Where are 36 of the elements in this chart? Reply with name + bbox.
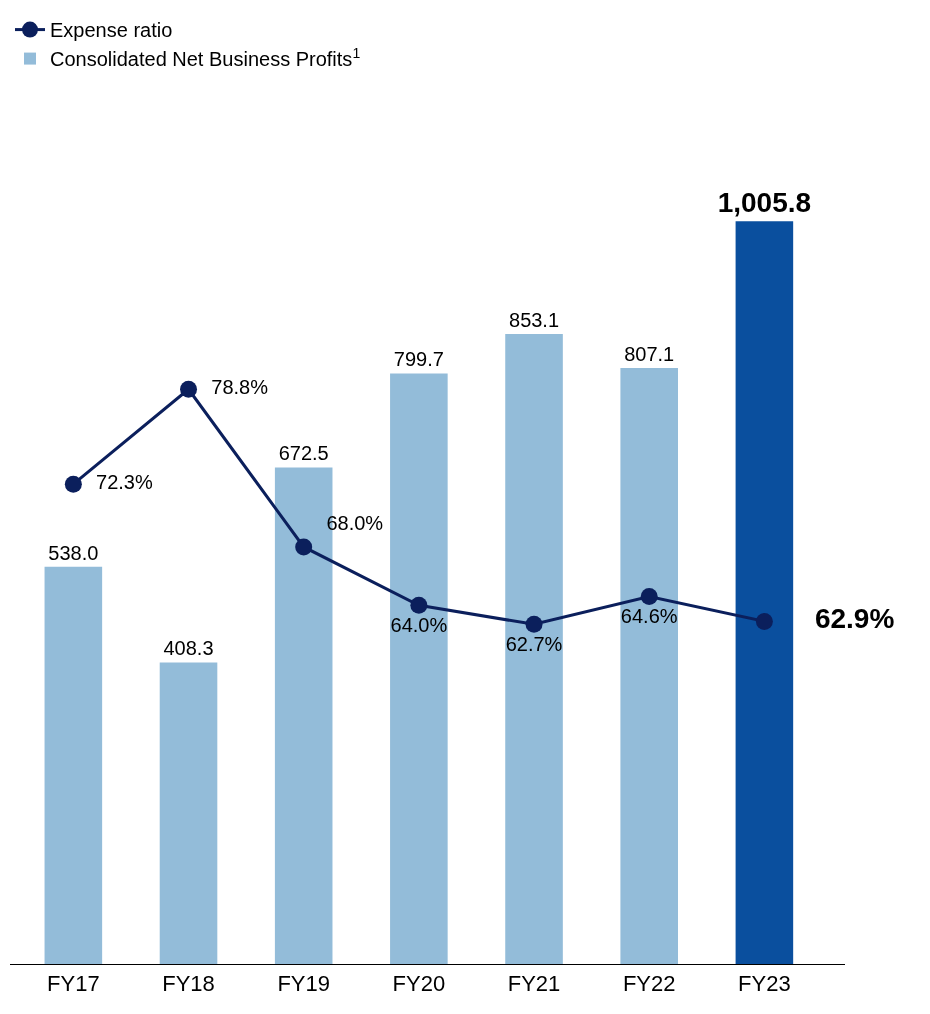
legend-label: Consolidated Net Business Profits$^{1}$ [50,44,361,71]
x-tick-label: FY21 [507,971,561,997]
point [180,380,198,398]
point [64,475,82,493]
data-label: 807.1 [624,343,675,366]
data-label: 1,005.8 [717,187,812,219]
data-label: 64.0% [379,613,459,636]
x-tick-label: FY17 [47,971,100,997]
x-tick-label: FY20 [392,971,446,997]
x-tick-label: FY18 [162,971,215,997]
point [295,538,313,556]
point [755,612,773,630]
point [525,615,543,633]
data-label: 68.0% [315,512,395,535]
data-label: 78.8% [200,376,280,399]
data-label: 62.7% [494,632,574,655]
bar [44,566,103,964]
data-label: 672.5 [278,442,329,465]
x-tick-label: FY23 [738,971,791,997]
bar [735,221,794,964]
data-label: 408.3 [163,637,214,660]
bar [620,368,678,964]
bar [390,373,448,964]
x-tick-label: FY19 [277,971,330,997]
data-label: 62.9% [814,603,895,635]
bar [505,334,563,964]
bar [159,662,218,964]
data-label: 799.7 [393,348,444,371]
data-label: 538.0 [48,541,99,564]
point [410,596,428,614]
data-label: 853.1 [509,309,560,332]
data-label: 64.6% [609,605,689,628]
legend-label: Expense ratio [50,19,173,42]
x-tick-label: FY22 [622,971,676,997]
point [640,588,658,606]
data-label: 72.3% [84,471,164,494]
